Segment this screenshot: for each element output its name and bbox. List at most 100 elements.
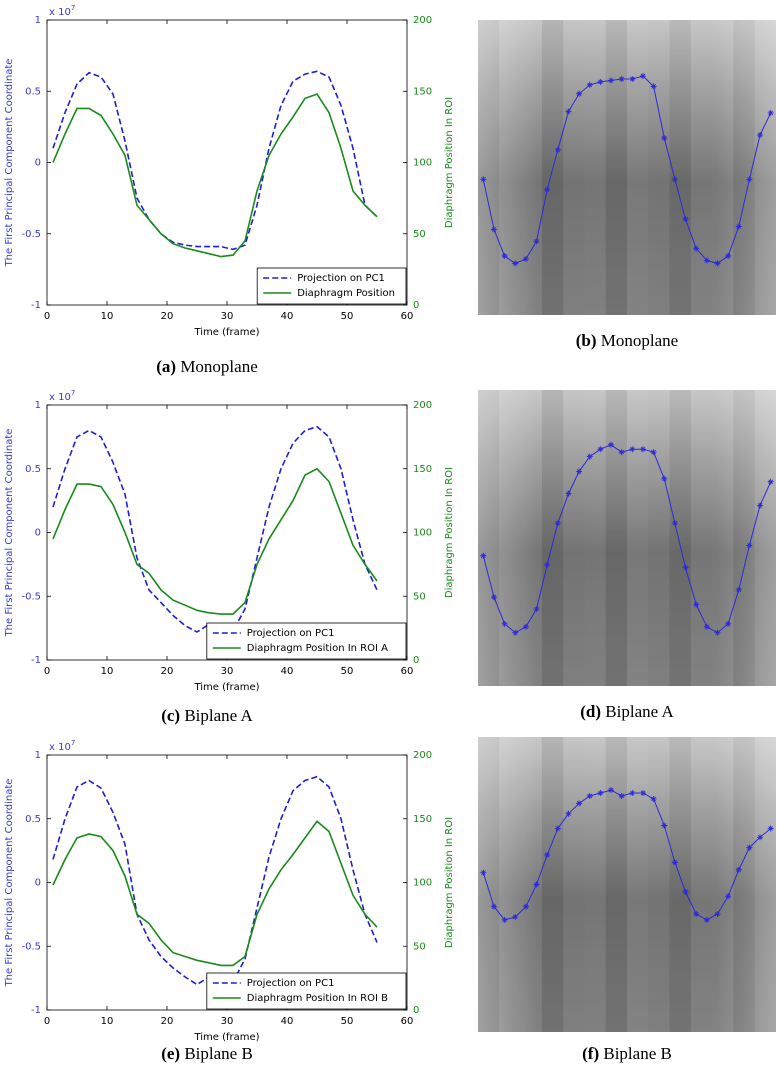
caption-label: (a) (156, 357, 176, 376)
y-multiplier-base: x 10 (49, 392, 71, 403)
trace-marker (586, 453, 593, 460)
caption: (a) Monoplane (156, 357, 258, 376)
trace-marker (693, 601, 700, 608)
trace-marker (501, 916, 508, 923)
trace-marker (650, 449, 657, 456)
trace-marker (682, 888, 689, 895)
image-texture (754, 737, 776, 1032)
image-texture (520, 20, 542, 315)
caption: (d) Biplane A (580, 702, 674, 721)
image-texture (541, 390, 564, 686)
trace-marker (565, 490, 572, 497)
trace-marker (629, 446, 636, 453)
image-texture (563, 390, 585, 686)
trace-marker (565, 810, 572, 817)
data-line (52, 820, 378, 967)
trace-marker (480, 176, 487, 183)
trace-marker (512, 629, 519, 636)
trace-marker (618, 793, 625, 799)
x-tick-label: 30 (221, 666, 234, 677)
y2-tick-label: 200 (413, 15, 432, 26)
y2-tick-label: 100 (413, 528, 432, 539)
y2-tick-label: 150 (413, 814, 432, 825)
trace-marker (618, 76, 625, 82)
image-texture (499, 737, 521, 1032)
y-multiplier-exponent: 7 (71, 739, 75, 747)
image-texture (648, 737, 670, 1032)
trace-marker (608, 77, 615, 84)
x-tick-label: 30 (221, 1016, 234, 1027)
x-tick-label: 60 (401, 311, 414, 322)
trace-marker (586, 81, 593, 88)
trace-marker (565, 108, 572, 115)
y-tick-label: 1 (35, 750, 41, 761)
trace-marker (544, 561, 551, 568)
trace-marker (725, 253, 732, 259)
trace-marker (735, 586, 742, 593)
trace-marker (597, 790, 604, 797)
y-axis-label: The First Principal Component Coordinate (4, 779, 15, 988)
caption-text: Biplane B (184, 1044, 252, 1063)
y2-tick-label: 100 (413, 878, 432, 889)
trace-marker (703, 916, 710, 923)
caption-label: (c) (161, 706, 180, 725)
trace-marker (608, 787, 615, 794)
image-texture (478, 390, 500, 686)
trace-marker (661, 475, 668, 482)
y2-tick-label: 0 (413, 1005, 419, 1016)
image-texture (478, 20, 500, 315)
trace-marker (767, 825, 774, 832)
trace-marker (746, 844, 753, 851)
trace-line (482, 75, 772, 264)
plot-area (46, 19, 408, 306)
legend-box (206, 972, 407, 1010)
trace-marker (671, 859, 678, 866)
trace-marker (703, 257, 710, 264)
y-tick-label: 0.5 (25, 464, 41, 475)
y-tick-label: 0 (35, 158, 41, 169)
x-tick-label: 10 (101, 311, 114, 322)
y-tick-label: -0.5 (21, 591, 41, 602)
image-texture (541, 20, 564, 315)
y-multiplier-base: x 10 (49, 742, 71, 753)
x-tick-label: 30 (221, 311, 234, 322)
image-texture (733, 390, 755, 686)
trace-marker (554, 146, 561, 153)
image-texture (627, 737, 649, 1032)
trace-marker (735, 223, 742, 230)
trace-marker (522, 623, 529, 630)
y-multiplier: x 107 (49, 4, 75, 18)
x-tick-label: 20 (161, 666, 174, 677)
trace-marker (533, 238, 540, 245)
x-axis-label: Time (frame) (193, 327, 259, 338)
y-axis-label: The First Principal Component Coordinate (4, 429, 15, 638)
y2-tick-label: 50 (413, 229, 426, 240)
caption: (e) Biplane B (161, 1044, 253, 1063)
legend-label: Diaphragm Position (297, 288, 395, 299)
image-texture (669, 737, 691, 1032)
trace-marker (522, 255, 529, 262)
trace-marker (714, 260, 721, 267)
y-tick-label: -1 (31, 1005, 41, 1016)
x-tick-label: 50 (341, 1016, 354, 1027)
legend-label: Diaphragm Position In ROI A (247, 643, 388, 654)
y-tick-label: 0 (35, 878, 41, 889)
caption: (b) Monoplane (576, 331, 678, 350)
caption-label: (d) (580, 702, 601, 721)
trace-marker (725, 620, 732, 627)
image-texture (754, 20, 776, 315)
trace-marker (576, 800, 583, 807)
x-tick-label: 10 (101, 666, 114, 677)
legend-label: Projection on PC1 (247, 628, 335, 639)
image-texture (627, 20, 649, 315)
image-texture (499, 20, 521, 315)
trace-marker (757, 132, 764, 139)
legend-box (206, 622, 407, 660)
image-texture (733, 20, 755, 315)
trace-marker (490, 594, 497, 601)
trace-marker (618, 449, 625, 456)
trace-marker (597, 78, 604, 85)
caption-text: Monoplane (180, 357, 257, 376)
legend-box (256, 267, 407, 305)
